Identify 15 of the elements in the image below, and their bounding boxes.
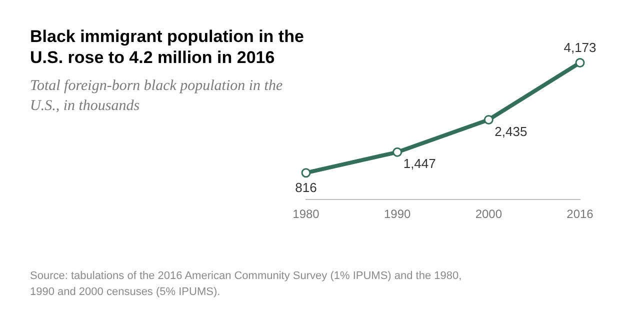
x-tick-label: 1980 [292,207,320,222]
x-tick-label: 2016 [566,207,594,222]
data-label: 4,173 [564,40,596,55]
point [392,147,402,157]
chart-title: Black immigrant population in the U.S. rose to 4.2 million in 2016 [30,26,305,68]
data-label: 2,435 [494,124,528,139]
text: Total foreign-born black population in the U.S., in thousands [30,77,284,116]
data-label: 1,447 [403,156,436,172]
point [301,168,311,178]
source-note: Source: tabulations of the 2016 American Community Survey (1% IPUMS) and the 1980, 1990 and 2000 censuses (5% IPUMS). [30,269,463,300]
x-tick-label: 2000 [475,207,502,222]
data-label: 816 [295,180,317,195]
point [575,58,585,68]
x-tick-label: 1990 [384,207,412,222]
point [484,114,494,124]
